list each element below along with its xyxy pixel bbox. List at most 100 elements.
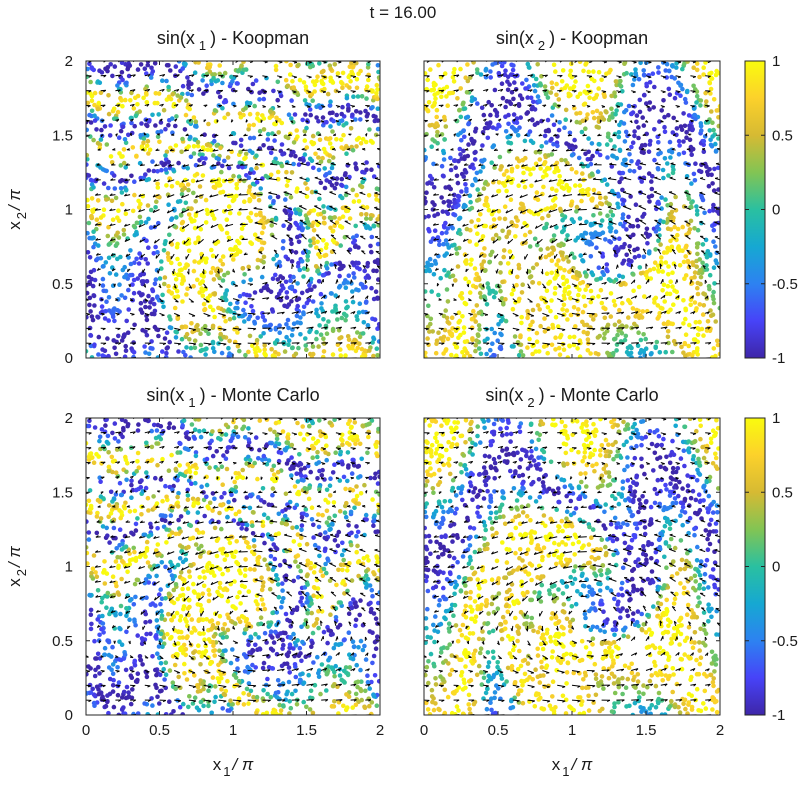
data-point <box>315 269 320 274</box>
quiver-arrowhead <box>249 283 253 286</box>
data-point <box>493 232 499 238</box>
data-point <box>444 230 449 235</box>
data-point <box>487 124 492 130</box>
data-point <box>480 130 486 135</box>
data-point <box>317 196 322 202</box>
data-point <box>567 334 573 340</box>
data-point <box>713 72 719 78</box>
data-point <box>670 170 676 176</box>
data-point <box>713 149 719 154</box>
data-point <box>265 137 271 142</box>
quiver-arrowhead <box>185 133 189 137</box>
quiver-arrowhead <box>124 223 127 227</box>
data-point <box>584 116 589 121</box>
data-point <box>548 308 553 314</box>
data-point <box>549 205 554 210</box>
data-point <box>144 143 150 149</box>
data-point <box>596 141 602 147</box>
data-point <box>712 281 717 286</box>
data-point <box>666 264 671 269</box>
data-point <box>173 335 179 340</box>
data-point <box>375 216 380 222</box>
data-point <box>675 226 681 232</box>
data-point <box>246 127 251 132</box>
data-point <box>427 256 433 262</box>
data-point <box>246 349 251 355</box>
quiver-arrowhead <box>316 234 320 236</box>
data-point <box>553 335 558 341</box>
quiver-arrowhead <box>305 121 309 123</box>
quiver-arrowhead <box>374 191 378 194</box>
quiver-arrow <box>196 164 204 167</box>
data-point <box>102 316 108 321</box>
data-point <box>259 246 265 252</box>
quiver-arrowhead <box>245 119 248 123</box>
quiver-arrowhead <box>491 194 494 198</box>
quiver-arrow <box>424 179 425 181</box>
data-point <box>284 290 290 295</box>
data-point <box>522 232 528 238</box>
data-point <box>568 68 573 74</box>
quiver-arrowhead <box>268 177 272 180</box>
data-point <box>156 91 162 96</box>
data-point <box>231 247 236 252</box>
quiver-arrowhead <box>329 176 334 179</box>
data-point <box>90 317 96 323</box>
quiver-arrowhead <box>279 61 283 64</box>
data-point <box>89 108 95 114</box>
data-point <box>95 198 101 203</box>
data-point <box>457 107 462 113</box>
data-point <box>543 225 549 230</box>
data-point <box>275 97 281 103</box>
quiver-arrow <box>315 234 322 240</box>
quiver-arrowhead <box>420 164 422 166</box>
data-point <box>695 285 700 291</box>
data-point <box>548 90 554 95</box>
quiver-arrowhead <box>501 342 505 346</box>
data-point <box>334 137 339 142</box>
data-point <box>124 318 129 324</box>
quiver-arrow <box>168 238 175 245</box>
data-point <box>690 126 695 132</box>
data-point <box>605 322 611 328</box>
data-point <box>432 228 438 233</box>
data-point <box>144 238 149 243</box>
quiver-arrowhead <box>195 179 199 183</box>
quiver-arrowhead <box>477 178 481 182</box>
data-point <box>244 100 250 105</box>
quiver-arrowhead <box>102 328 106 331</box>
data-point <box>581 329 587 335</box>
data-point <box>557 206 563 212</box>
data-point <box>424 195 427 201</box>
quiver-arrow <box>167 209 175 214</box>
data-point <box>425 181 430 186</box>
data-point <box>615 201 620 207</box>
quiver-arrowhead <box>269 162 273 165</box>
data-point <box>92 303 97 308</box>
data-point <box>113 351 119 357</box>
data-point <box>700 260 705 266</box>
data-point <box>574 111 579 116</box>
data-point <box>335 71 341 76</box>
data-point <box>475 277 480 283</box>
data-point <box>233 305 238 311</box>
data-point <box>704 263 709 268</box>
quiver-arrowhead <box>147 328 151 331</box>
data-point <box>193 240 198 246</box>
quiver-arrowhead <box>166 210 170 214</box>
data-point <box>551 62 557 68</box>
data-point <box>375 106 380 111</box>
quiver-arrowhead <box>117 104 121 107</box>
data-point <box>525 315 530 321</box>
data-point <box>659 255 664 260</box>
data-point <box>295 264 301 269</box>
data-point <box>229 74 234 80</box>
data-point <box>329 165 335 171</box>
data-point <box>339 195 345 201</box>
data-point <box>519 314 524 320</box>
data-point <box>587 95 592 100</box>
data-point <box>442 253 448 258</box>
quiver-arrowhead <box>303 133 307 136</box>
data-point <box>138 300 144 306</box>
data-point <box>681 139 686 144</box>
